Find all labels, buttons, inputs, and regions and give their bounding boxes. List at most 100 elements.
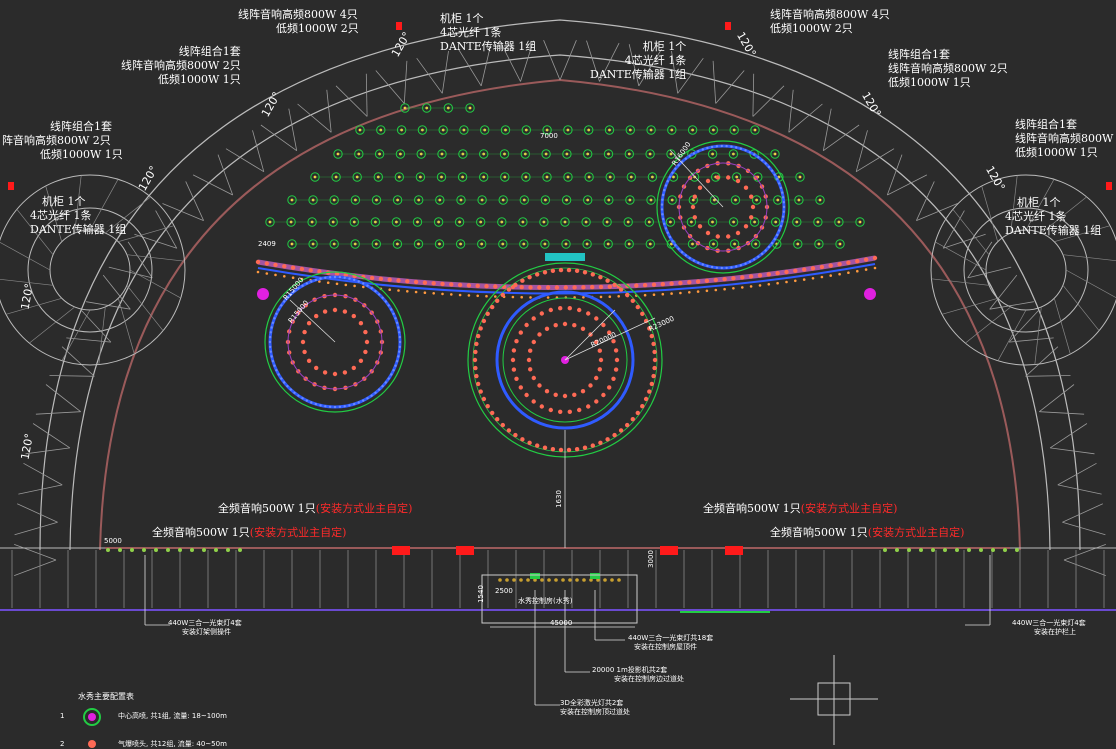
lattice-line [559,40,577,81]
fountain-left-blue-dot [384,300,387,303]
fountain-left-blue-dot [395,321,399,324]
arc-dot-lower [353,284,356,288]
arc-dot-lower [520,295,523,299]
lattice-line [45,384,81,413]
fountain-left-blue-dot [374,290,377,293]
arc-dot [273,262,278,268]
fountain-center-outer-dot [649,381,654,387]
arc-dot-lower [326,281,330,285]
front-dot [214,548,218,552]
arc-dot-lower [864,268,868,271]
fountain-center-outer-dot [574,447,580,452]
lattice-line [162,203,204,221]
magenta-marker-left [257,288,269,300]
lattice-line [14,544,57,561]
legend-row1-text: 中心高喷, 共1组, 流量: 18~100m [118,712,227,720]
fountain-left-inner-dot [302,349,307,355]
lattice-line [822,108,832,151]
front-dot [202,548,206,552]
fountain-right-inner-dot [697,185,703,190]
lattice-line [638,48,662,87]
fountain-right-blue-dot [735,146,738,149]
fountain-left-blue-dot [275,312,278,315]
arc-dot [757,273,763,278]
lattice-line [1050,447,1095,455]
arc-dot [378,276,384,281]
tower-spoke [1054,225,1111,243]
arc-dot [660,282,665,287]
label-upper-right: 线阵组合1套 线阵音响高频800W 2只 低频1000W 1只 [888,48,1008,89]
fountain-right-blue-dot [753,258,756,261]
lattice-line [80,309,112,343]
front-dot [238,548,242,552]
fountain-left-blue-dot [310,280,313,283]
arc-dot-lower [414,290,418,294]
fountain-left-inner-dot [300,339,306,345]
fountain-center-mid-dot [601,322,606,328]
fountain-right-outer-green [656,140,790,274]
fountain-center-outer-dot [590,443,595,448]
fountain-center-blue [495,290,635,430]
front-dot [190,548,194,552]
lattice-line [441,50,449,94]
lattice-line [365,73,368,117]
arc-dot [581,285,586,290]
fountain-center-outer-dot [542,270,548,275]
arc-dot [651,282,657,287]
lattice-line [1062,503,1103,523]
fountain-center-inner-dot [580,389,586,394]
lattice-line [1039,384,1075,413]
fountain-left-blue-dot [362,282,365,285]
fountain-left-blue-dot [387,304,390,307]
front-dot [226,548,230,552]
fountain-center-outer-dot [590,272,595,277]
arc-dot [405,279,410,284]
fullrange-speaker [392,546,410,555]
fountain-left-blue-dot [338,405,342,408]
lattice-line [1008,309,1040,343]
dim-5000: 5000 [104,537,122,545]
fountain-right-blue-dot [753,153,756,156]
fountain-right-blue-dot [760,159,764,162]
fountain-right-blue-dot [701,263,704,266]
tower-spoke [126,285,164,331]
fountain-center-mid-dot [613,348,619,353]
fountain-left-blue-dot [269,350,272,353]
fountain-center-outer-dot [495,417,500,422]
fullrange-speaker-blocks [8,22,1112,555]
arc-dot [299,266,305,272]
arc-dot [863,257,869,262]
fountain-center-outer-dot [473,349,478,355]
fountain-center-inner-dot [544,326,550,331]
fountain-left-blue-dot [348,404,351,407]
fountain-left-blue-dot [305,282,308,285]
fountain-left-inner-dot [363,329,368,335]
fountain-left-blue-dot [319,277,322,280]
fountain-left-blue-dot [390,308,393,311]
lattice-line [543,40,561,81]
fountain-center-outer-dot [500,422,505,428]
fountain-center-outer-dot [558,447,564,453]
fountain-center-mid-dot [548,407,553,413]
fountain-center-outer-dot [476,381,481,387]
arc-dot-lower [847,271,850,275]
arc-dot [846,260,851,265]
arc-dot-lower [776,281,779,285]
tower-spoke [952,209,990,255]
fountain-left-blue-dot [271,321,275,324]
fountain-center-outer-dot [612,282,617,288]
front-dot [955,548,959,552]
fountain-right-blue-dot [701,148,704,151]
legend-row1-num: 1 [60,712,65,720]
fountain-right-blue-dot [666,231,669,234]
fountain-center-outer-dot [506,428,512,433]
fountain-right-inner-dot [743,185,749,190]
front-dot [883,548,887,552]
lattice-line [375,70,405,104]
tower-spoke [74,175,82,234]
cabinet-marker [725,22,731,30]
lattice-line [989,274,1018,310]
arc-dot [308,268,313,273]
fountain-center-outer-dot [652,357,658,363]
fountain-left-blue-dot [394,364,397,367]
